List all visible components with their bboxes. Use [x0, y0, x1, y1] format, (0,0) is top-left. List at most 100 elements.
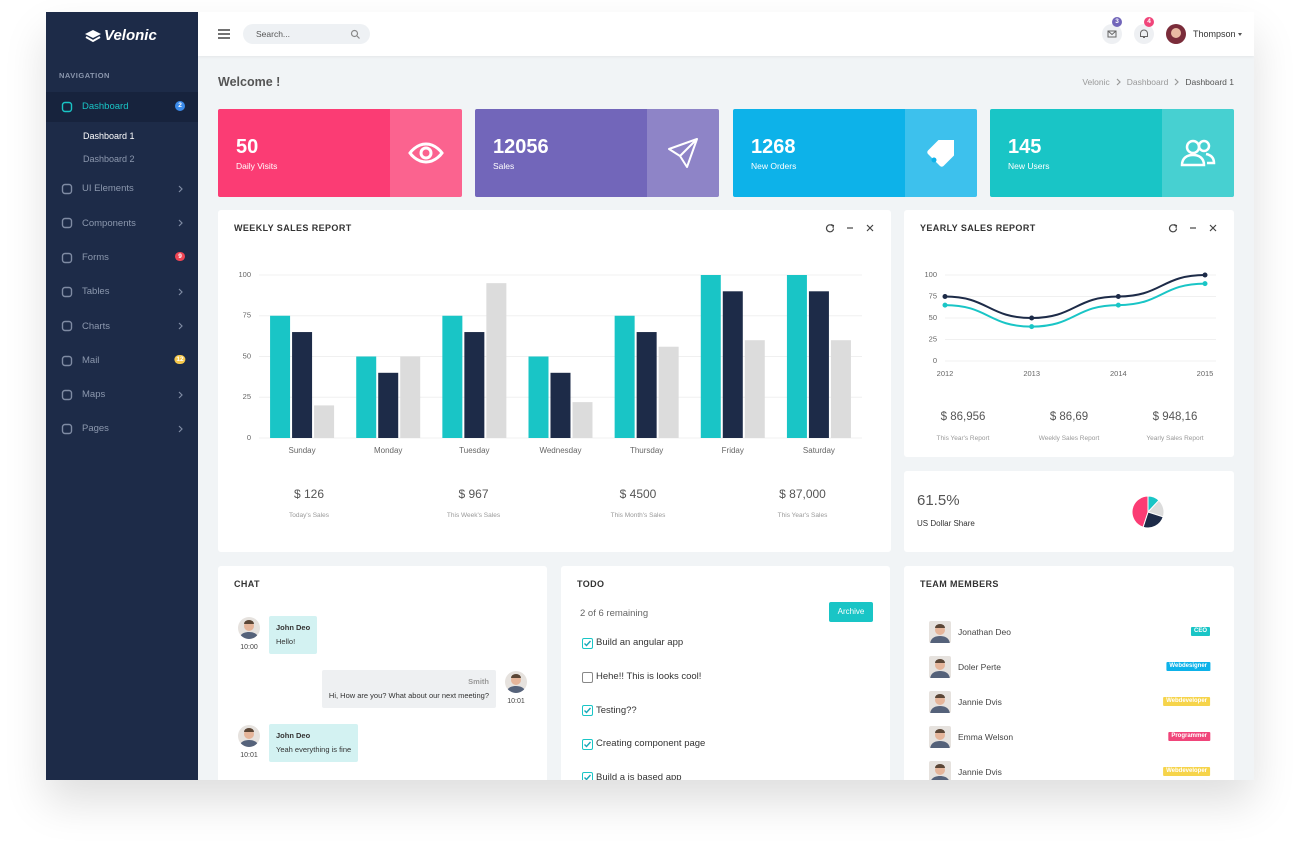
stat-value: 145 — [1008, 136, 1042, 158]
menu-item[interactable]: Charts — [82, 320, 110, 332]
search-icon — [350, 29, 360, 39]
icon-part — [178, 219, 183, 227]
close-button[interactable] — [1209, 224, 1217, 232]
menu-item[interactable]: Pages — [82, 423, 109, 435]
icon-part — [1209, 224, 1217, 232]
member-role: CEO — [1190, 627, 1210, 637]
user-caret — [1238, 33, 1242, 36]
user-name[interactable]: Thompson — [1193, 28, 1236, 39]
summary-value: $ 86,69 — [1049, 411, 1089, 424]
refresh-button[interactable] — [825, 223, 835, 233]
summary-value: $ 4500 — [619, 486, 657, 501]
menu-item[interactable]: Tables — [82, 286, 110, 298]
member-name[interactable]: Emma Welson — [958, 731, 1014, 742]
bar — [658, 346, 679, 438]
icon-part — [61, 355, 73, 366]
icon-part — [931, 157, 937, 163]
summary-value: $ 948,16 — [1152, 411, 1198, 424]
avatar — [929, 726, 951, 748]
todo-checkbox[interactable] — [582, 638, 593, 649]
topbar-button[interactable] — [1102, 24, 1122, 44]
icon-part — [1107, 30, 1117, 38]
bar — [614, 315, 635, 438]
stat-label: New Users — [1008, 160, 1050, 171]
share-label: US Dollar Share — [917, 519, 975, 529]
summary-label: Today's Sales — [289, 512, 329, 520]
topbar-button[interactable] — [1134, 24, 1154, 44]
menu-item[interactable]: Forms — [82, 251, 109, 263]
chart: 0 25 50 75 100 2012 2013 2014 2015 — [924, 270, 1216, 378]
icon-part — [929, 656, 951, 678]
chat-author: John Deo — [276, 731, 311, 740]
chat-text: Hello! — [276, 637, 296, 646]
todo-text: Hehe!! This is looks cool! — [596, 670, 702, 682]
summary-label: Yearly Sales Report — [1146, 435, 1204, 443]
card-title: TODO — [577, 578, 605, 589]
menu-item[interactable]: Dashboard — [82, 101, 129, 113]
x-tick-label: Monday — [374, 446, 402, 455]
collapse-button[interactable] — [846, 224, 854, 232]
icon-part — [238, 617, 260, 639]
member-name[interactable]: Doler Perte — [958, 661, 1001, 672]
icon-part — [584, 774, 592, 780]
stat-label: New Orders — [751, 160, 797, 171]
breadcrumb-item[interactable]: Velonic — [1082, 77, 1110, 87]
chat-time: 10:01 — [507, 697, 525, 705]
icon-part — [929, 621, 951, 643]
member-name[interactable]: Jannie Dvis — [958, 696, 1002, 707]
icon-part — [825, 224, 835, 233]
icon-part — [85, 36, 101, 43]
stat-card: 145 New Users — [990, 109, 1234, 197]
todo-checkbox[interactable] — [582, 671, 593, 683]
menu-item[interactable]: Components — [82, 217, 136, 229]
avatar — [238, 617, 260, 639]
menu-chevron — [178, 219, 183, 227]
chat-author: Smith — [468, 677, 489, 686]
breadcrumb-item[interactable]: Dashboard — [1126, 77, 1169, 87]
bar — [314, 405, 335, 438]
x-tick-label: 2015 — [1197, 369, 1214, 378]
todo-checkbox[interactable] — [582, 738, 593, 750]
icon-part — [61, 320, 73, 332]
icon-part — [1238, 33, 1242, 36]
x-tick-label: 2013 — [1023, 369, 1040, 378]
archive-button[interactable]: Archive — [829, 602, 873, 622]
card: CHAT 10:00 John Deo Hello! 10:01 Smith Hi, How… — [218, 566, 547, 780]
card: 61.5% US Dollar Share — [904, 471, 1234, 552]
menu-item[interactable]: Mail — [82, 354, 100, 366]
todo-text: Testing?? — [596, 704, 637, 716]
menu-item[interactable]: Maps — [82, 389, 106, 401]
submenu-item[interactable]: Dashboard 2 — [83, 153, 135, 164]
menu-toggle[interactable] — [218, 29, 230, 39]
line — [944, 274, 1206, 320]
member-name[interactable]: Jonathan Deo — [958, 626, 1011, 637]
stat-value: 1268 — [751, 136, 796, 158]
close-button[interactable] — [866, 224, 874, 232]
todo-text: Creating component page — [596, 738, 706, 750]
bar — [744, 340, 765, 438]
search-box[interactable] — [243, 24, 370, 44]
icon-part — [1107, 30, 1117, 38]
icon-part — [668, 138, 698, 168]
user-avatar[interactable] — [1166, 24, 1186, 44]
card: WEEKLY SALES REPORT 0 25 50 75 100 Sunday Monda… — [218, 210, 891, 552]
refresh-button[interactable] — [1168, 223, 1178, 233]
menu-item[interactable]: UI Elements — [82, 183, 134, 195]
member-name[interactable]: Jannie Dvis — [958, 766, 1002, 777]
icon-part — [505, 671, 527, 693]
brand: Velonic — [104, 27, 157, 44]
collapse-button[interactable] — [1189, 224, 1197, 232]
nav-heading: NAVIGATION — [59, 70, 110, 80]
icon-part — [930, 636, 950, 643]
icon-part — [61, 101, 73, 113]
icon-part — [930, 776, 950, 780]
brand-logo — [85, 30, 101, 43]
page-title: Welcome ! — [218, 74, 281, 89]
menu-icon — [61, 101, 73, 113]
todo-checkbox[interactable] — [582, 705, 593, 717]
icon-part — [350, 29, 359, 38]
avatar — [929, 691, 951, 713]
todo-checkbox[interactable] — [582, 772, 593, 780]
submenu-item[interactable]: Dashboard 1 — [83, 130, 135, 141]
